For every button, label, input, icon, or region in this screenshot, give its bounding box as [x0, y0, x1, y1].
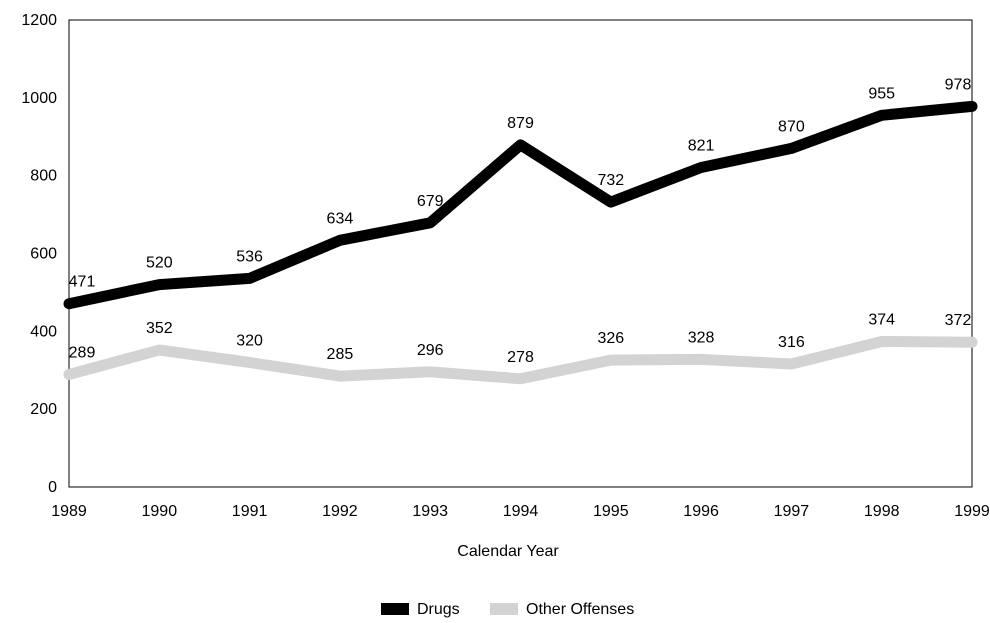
y-tick-label: 800: [30, 168, 57, 185]
data-label: 278: [507, 349, 534, 366]
x-tick-label: 1997: [774, 503, 810, 520]
data-label: 316: [778, 334, 805, 351]
data-label: 536: [236, 248, 263, 265]
data-label: 372: [945, 312, 972, 329]
legend-swatch: [381, 603, 409, 615]
legend-swatch: [490, 603, 518, 615]
data-label: 520: [146, 255, 173, 272]
series-line-other-offenses: [63, 336, 978, 385]
x-tick-label: 1990: [142, 503, 178, 520]
data-label: 978: [945, 76, 972, 93]
x-tick-label: 1994: [503, 503, 539, 520]
y-axis-ticks: 0 200 400 600 800 1000 1200: [21, 12, 57, 496]
legend: Drugs Other Offenses: [381, 601, 634, 618]
y-tick-label: 200: [30, 401, 57, 418]
data-label: 821: [688, 137, 715, 154]
data-label: 879: [507, 115, 534, 132]
x-tick-label: 1989: [51, 503, 87, 520]
legend-label: Drugs: [417, 601, 460, 618]
series-line-drugs: [63, 100, 978, 310]
y-tick-label: 600: [30, 246, 57, 263]
legend-label: Other Offenses: [526, 601, 634, 618]
y-tick-label: 1000: [21, 90, 57, 107]
data-label: 320: [236, 332, 263, 349]
series-lines: [63, 100, 978, 385]
data-label: 296: [417, 342, 444, 359]
x-axis-title: Calendar Year: [457, 543, 559, 560]
x-tick-label: 1991: [232, 503, 268, 520]
data-label: 289: [69, 345, 96, 362]
x-tick-label: 1996: [683, 503, 719, 520]
data-label: 326: [597, 330, 624, 347]
x-axis-ticks: 1989 1990 1991 1992 1993 1994 1995 1996 1997 1998…: [51, 503, 990, 520]
data-label: 328: [688, 329, 715, 346]
plot-area-frame: [68, 19, 973, 488]
data-label: 732: [597, 172, 624, 189]
data-label: 471: [69, 274, 96, 291]
x-tick-label: 1998: [864, 503, 900, 520]
x-tick-label: 1999: [954, 503, 990, 520]
data-label: 870: [778, 118, 805, 135]
data-label: 679: [417, 193, 444, 210]
x-tick-label: 1992: [322, 503, 358, 520]
data-labels: 471 520 536 634 679 879 732 821 870 955 978 289 352 3…: [69, 76, 972, 365]
y-tick-label: 0: [48, 479, 57, 496]
x-tick-label: 1993: [412, 503, 448, 520]
data-label: 374: [868, 311, 895, 328]
y-tick-label: 400: [30, 323, 57, 340]
data-label: 634: [327, 210, 354, 227]
x-tick-label: 1995: [593, 503, 629, 520]
y-tick-label: 1200: [21, 12, 57, 29]
data-label: 955: [868, 85, 895, 102]
data-label: 285: [327, 346, 354, 363]
data-label: 352: [146, 320, 173, 337]
